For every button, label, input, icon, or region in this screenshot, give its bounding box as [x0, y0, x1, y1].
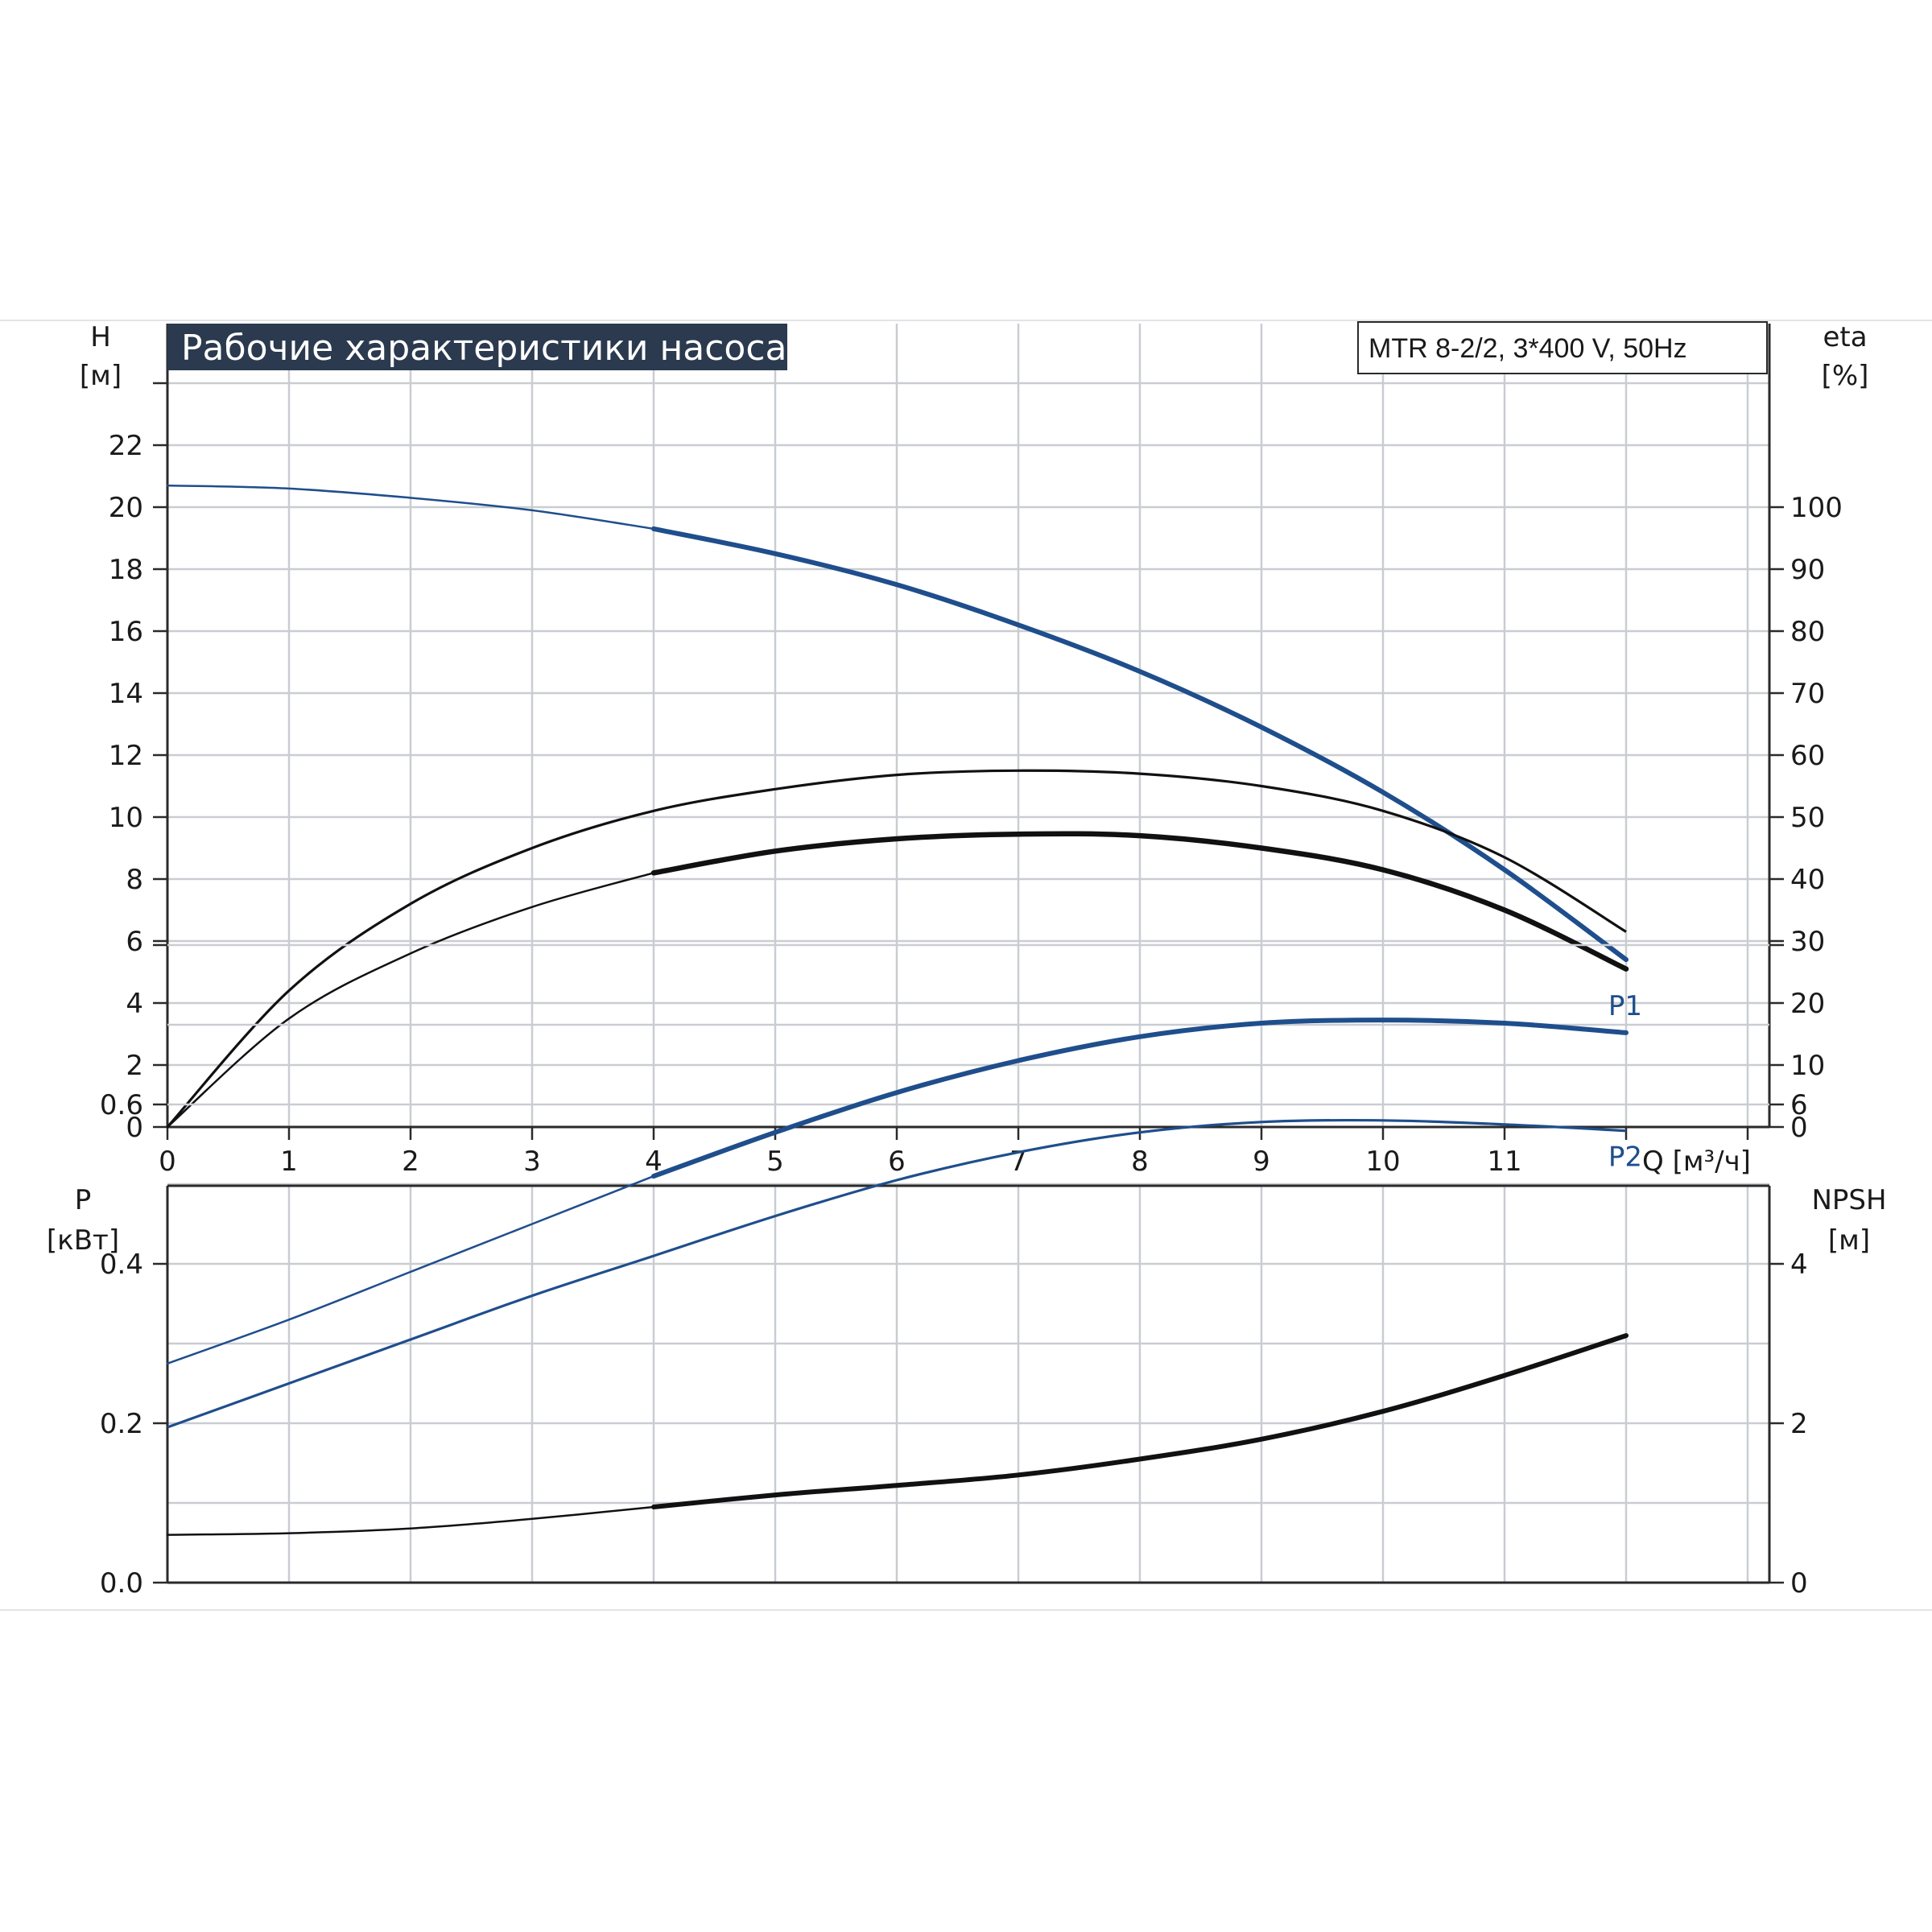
model-label: MTR 8-2/2, 3*400 V, 50Hz — [1368, 333, 1687, 364]
x-tick-label: 10 — [1365, 1146, 1400, 1178]
p2-curve — [167, 1118, 1627, 1429]
bottom-left-tick-label: 0.0 — [100, 1567, 143, 1600]
head-curve-thin — [166, 484, 655, 530]
bottom-right-tick-label: 6 — [1790, 1089, 1808, 1121]
bottom-right-axis-unit: [м] — [1828, 1224, 1870, 1257]
bottom-left-tick-label: 0.6 — [100, 1089, 143, 1121]
x-tick-label: 4 — [645, 1146, 663, 1178]
bottom-left-tick-label: 0.2 — [100, 1408, 143, 1440]
top-right-tick-label: 0 — [1790, 1112, 1808, 1144]
top-right-tick-label: 20 — [1790, 988, 1825, 1020]
x-tick-label: 11 — [1487, 1146, 1521, 1178]
top-right-axis-unit: [%] — [1822, 360, 1869, 392]
bottom-series: P1 P2 — [166, 990, 1642, 1536]
top-left-tick-label: 2 — [126, 1050, 143, 1082]
title-box — [167, 324, 787, 370]
head-curve — [651, 526, 1629, 963]
top-left-tick-label: 12 — [109, 740, 143, 772]
bottom-left-tick-label: 0.4 — [100, 1249, 143, 1281]
chart-title: Рабочие характеристики насоса — [181, 328, 786, 369]
x-axis-label: Q [м³/ч] — [1642, 1146, 1751, 1178]
top-right-tick-label: 50 — [1790, 802, 1825, 834]
bottom-right-tick-label: 4 — [1790, 1249, 1808, 1281]
top-right-tick-label: 100 — [1790, 492, 1843, 524]
top-axes: 0246810121416182022010203040506070809010… — [80, 321, 1869, 1178]
top-right-tick-label: 30 — [1790, 926, 1825, 958]
top-left-tick-label: 14 — [109, 678, 143, 710]
efficiency-pump-curve-thin — [166, 872, 655, 1129]
p1-curve-thin — [166, 1174, 655, 1365]
efficiency-eta-curve — [166, 769, 1627, 1129]
bottom-left-axis-name: P — [75, 1184, 92, 1216]
bottom-left-axis-unit: [кВт] — [47, 1224, 119, 1257]
bottom-right-tick-label: 0 — [1790, 1567, 1808, 1600]
top-right-tick-label: 90 — [1790, 554, 1825, 586]
top-left-tick-label: 10 — [109, 802, 143, 834]
top-left-tick-label: 4 — [126, 988, 143, 1020]
top-left-axis-unit: [м] — [80, 360, 122, 392]
x-tick-label: 2 — [402, 1146, 419, 1178]
top-left-tick-label: 18 — [109, 554, 143, 586]
efficiency-pump-curve — [650, 831, 1629, 972]
top-right-axis-name: eta — [1823, 321, 1867, 353]
model-box — [1357, 321, 1768, 374]
x-tick-label: 8 — [1131, 1146, 1149, 1178]
bottom-right-axis-name: NPSH — [1811, 1184, 1886, 1216]
top-series — [166, 484, 1629, 1129]
top-right-tick-label: 10 — [1790, 1050, 1825, 1082]
top-left-tick-label: 0 — [126, 1112, 143, 1144]
npsh-curve — [651, 1333, 1629, 1509]
top-left-tick-label: 22 — [109, 430, 143, 462]
top-right-tick-label: 80 — [1790, 616, 1825, 648]
top-left-tick-label: 8 — [126, 864, 143, 896]
x-tick-label: 6 — [888, 1146, 906, 1178]
top-left-tick-label: 6 — [126, 926, 143, 958]
head-efficiency-panel: 0246810121416182022010203040506070809010… — [80, 321, 1869, 1178]
top-right-tick-label: 40 — [1790, 864, 1825, 896]
bottom-right-tick-label: 2 — [1790, 1408, 1808, 1440]
x-tick-label: 9 — [1253, 1146, 1270, 1178]
top-grid — [167, 324, 1769, 1127]
series-label-p1: P1 — [1608, 990, 1642, 1022]
series-label-p2: P2 — [1608, 1141, 1642, 1174]
top-left-tick-label: 16 — [109, 616, 143, 648]
npsh-curve-thin — [166, 1505, 655, 1536]
top-left-axis-name: H — [90, 321, 111, 353]
x-tick-label: 0 — [159, 1146, 176, 1178]
top-left-tick-label: 20 — [109, 492, 143, 524]
x-tick-label: 3 — [523, 1146, 541, 1178]
top-right-tick-label: 60 — [1790, 740, 1825, 772]
top-right-tick-label: 70 — [1790, 678, 1825, 710]
x-tick-label: 5 — [766, 1146, 784, 1178]
x-tick-label: 1 — [280, 1146, 298, 1178]
bottom-grid — [167, 943, 1769, 1583]
p1-curve — [651, 1018, 1629, 1179]
